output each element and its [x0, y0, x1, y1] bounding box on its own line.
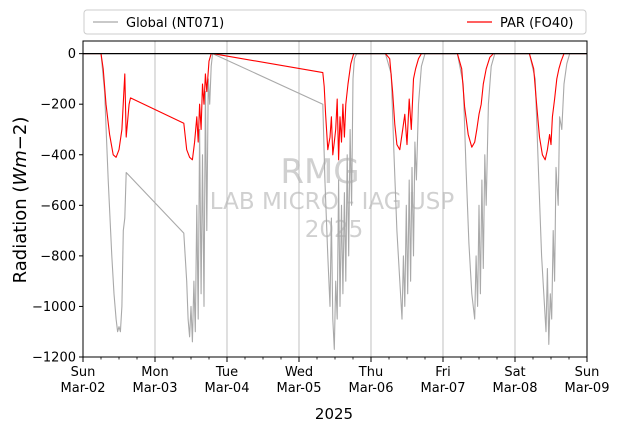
watermark-line-2: LAB MICRO - IAG USP: [210, 189, 455, 215]
x-tick-day: Tue: [215, 365, 238, 380]
x-tick-date: Mar-02: [61, 381, 106, 396]
x-axis: SunMar-02MonMar-03TueMar-04WedMar-05ThuM…: [61, 357, 610, 396]
x-tick-day: Sat: [504, 365, 525, 380]
y-tick-label: −800: [40, 249, 76, 264]
x-tick-day: Mon: [141, 365, 168, 380]
x-tick-date: Mar-03: [133, 381, 178, 396]
y-axis: 0 −200 −400 −600 −800 −1000 −1200: [32, 47, 83, 366]
x-tick-day: Wed: [285, 365, 313, 380]
y-tick-label: −200: [40, 98, 76, 113]
y-tick-label: 0: [68, 47, 76, 62]
y-tick-label: −1200: [32, 351, 76, 366]
legend-label-global: Global (NT071): [126, 16, 224, 31]
y-axis-label: Radiation (Wm−2): [10, 117, 31, 284]
x-tick-day: Sun: [71, 365, 96, 380]
y-tick-label: −600: [40, 199, 76, 214]
legend-box: [83, 9, 587, 35]
x-tick-date: Mar-08: [493, 381, 538, 396]
series-line-1: [83, 53, 587, 161]
y-tick-label: −400: [40, 148, 76, 163]
x-tick-date: Mar-05: [277, 381, 322, 396]
x-tick-date: Mar-09: [565, 381, 610, 396]
watermark-line-3: 2025: [305, 217, 364, 243]
x-axis-label: 2025: [315, 405, 353, 423]
legend-label-par: PAR (FO40): [500, 16, 573, 31]
x-tick-date: Mar-06: [349, 381, 394, 396]
x-tick-date: Mar-07: [421, 381, 466, 396]
y-tick-label: −1000: [32, 300, 76, 315]
x-tick-day: Thu: [358, 365, 383, 380]
x-tick-date: Mar-04: [205, 381, 250, 396]
x-tick-day: Fri: [435, 365, 451, 380]
legend: Global (NT071) PAR (FO40): [83, 9, 587, 35]
x-tick-day: Sun: [575, 365, 600, 380]
